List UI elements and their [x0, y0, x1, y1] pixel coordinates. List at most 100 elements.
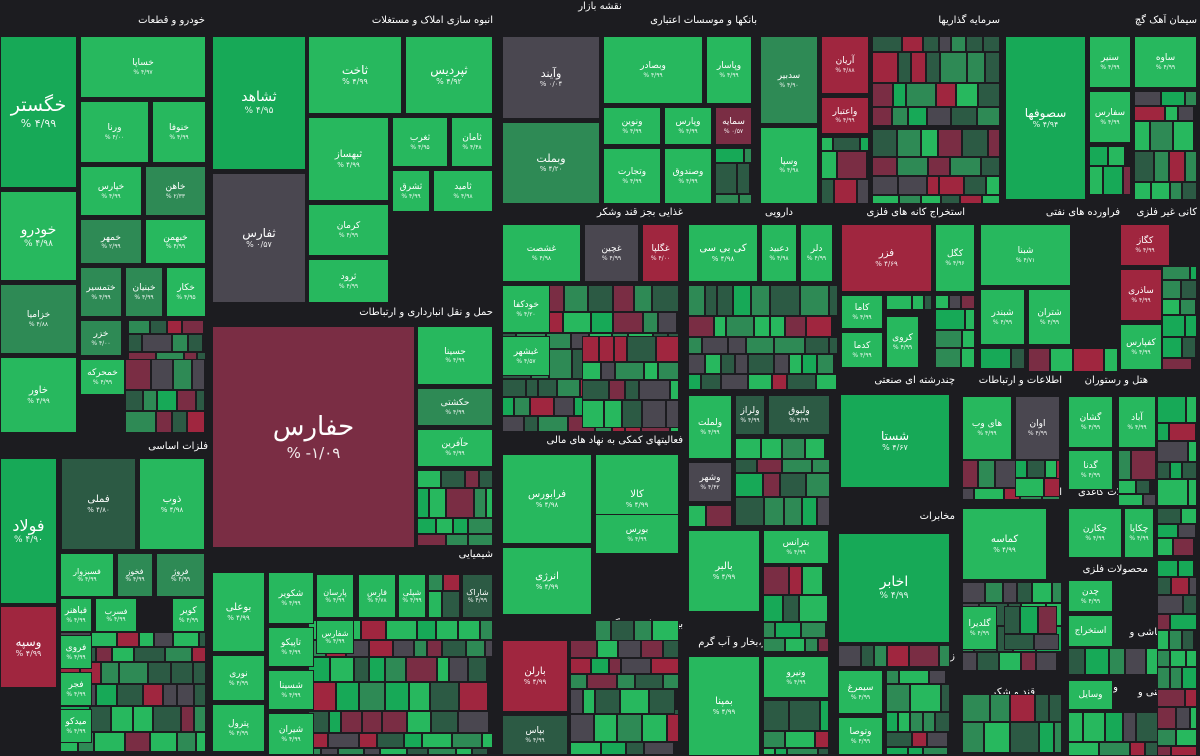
- minor-stock-tile[interactable]: [167, 320, 182, 334]
- minor-stock-tile[interactable]: [157, 390, 177, 411]
- minor-stock-tile[interactable]: [821, 179, 834, 204]
- minor-stock-tile[interactable]: [927, 176, 939, 195]
- minor-stock-tile[interactable]: [604, 400, 622, 428]
- minor-stock-tile[interactable]: [154, 632, 173, 647]
- stock-tile[interactable]: ورنا% ۴/۰۰: [80, 101, 149, 163]
- minor-stock-tile[interactable]: [735, 497, 764, 526]
- minor-stock-tile[interactable]: [886, 295, 912, 310]
- minor-stock-tile[interactable]: [644, 742, 674, 755]
- stock-tile[interactable]: سصوفها% ۴/۹۴: [1005, 36, 1086, 200]
- minor-stock-tile[interactable]: [380, 748, 407, 755]
- minor-stock-tile[interactable]: [436, 620, 458, 640]
- minor-stock-tile[interactable]: [775, 622, 801, 638]
- minor-stock-tile[interactable]: [192, 359, 205, 390]
- minor-stock-tile[interactable]: [874, 645, 887, 667]
- minor-stock-tile[interactable]: [735, 438, 761, 459]
- minor-stock-tile[interactable]: [458, 711, 489, 733]
- minor-stock-tile[interactable]: [177, 684, 194, 706]
- stock-tile[interactable]: شیران% ۴/۹۹: [268, 713, 314, 755]
- minor-stock-tile[interactable]: [482, 733, 493, 748]
- stock-tile[interactable]: ختمسیر% ۴/۹۹: [80, 267, 122, 317]
- minor-stock-tile[interactable]: [1182, 667, 1197, 689]
- minor-stock-tile[interactable]: [1104, 348, 1118, 372]
- minor-stock-tile[interactable]: [1157, 423, 1169, 441]
- minor-stock-tile[interactable]: [735, 459, 757, 473]
- stock-tile[interactable]: خپارس% ۴/۹۹: [80, 166, 142, 216]
- stock-tile[interactable]: فجر% ۴/۹۹: [60, 672, 92, 706]
- minor-stock-tile[interactable]: [385, 657, 406, 682]
- minor-stock-tile[interactable]: [785, 316, 806, 337]
- minor-stock-tile[interactable]: [982, 195, 1000, 204]
- stock-tile[interactable]: کاما% ۴/۹۹: [841, 295, 883, 329]
- stock-tile[interactable]: وتوصا% ۴/۹۹: [838, 717, 883, 755]
- stock-tile[interactable]: وسپه% ۴/۹۹: [0, 606, 57, 688]
- stock-tile[interactable]: فرابورس% ۴/۹۸: [502, 454, 592, 544]
- minor-stock-tile[interactable]: [502, 397, 514, 416]
- minor-stock-tile[interactable]: [609, 380, 625, 400]
- stock-tile[interactable]: کگل% ۴/۹۶: [935, 224, 975, 292]
- stock-tile[interactable]: فروی% ۴/۹۹: [60, 635, 92, 669]
- stock-tile[interactable]: بالبر% ۴/۹۹: [688, 530, 760, 612]
- minor-stock-tile[interactable]: [892, 107, 908, 126]
- minor-stock-tile[interactable]: [382, 711, 407, 733]
- stock-tile[interactable]: ثشرق% ۴/۹۹: [392, 170, 430, 212]
- minor-stock-tile[interactable]: [582, 362, 601, 380]
- minor-stock-tile[interactable]: [177, 390, 196, 411]
- minor-stock-tile[interactable]: [622, 400, 642, 428]
- stock-tile[interactable]: سیمرغ% ۴/۹۹: [838, 670, 883, 714]
- minor-stock-tile[interactable]: [1028, 348, 1050, 372]
- stock-tile[interactable]: فملی% ۴/۸۰: [61, 458, 136, 550]
- minor-stock-tile[interactable]: [526, 379, 538, 397]
- minor-stock-tile[interactable]: [192, 647, 206, 662]
- minor-stock-tile[interactable]: [591, 312, 613, 333]
- minor-stock-tile[interactable]: [966, 36, 983, 52]
- minor-stock-tile[interactable]: [582, 380, 609, 400]
- minor-stock-tile[interactable]: [923, 747, 948, 755]
- minor-stock-tile[interactable]: [634, 285, 652, 312]
- minor-stock-tile[interactable]: [821, 137, 833, 151]
- minor-stock-tile[interactable]: [429, 488, 446, 518]
- minor-stock-tile[interactable]: [806, 316, 832, 337]
- minor-stock-tile[interactable]: [960, 195, 982, 204]
- minor-stock-tile[interactable]: [449, 657, 468, 682]
- stock-tile[interactable]: کرمان% ۴/۹۹: [308, 204, 389, 256]
- minor-stock-tile[interactable]: [834, 179, 857, 204]
- stock-tile[interactable]: وبملت% ۴/۲۰: [502, 122, 600, 204]
- minor-stock-tile[interactable]: [1185, 689, 1197, 707]
- stock-tile[interactable]: شاراک% ۴/۹۹: [462, 574, 493, 618]
- minor-stock-tile[interactable]: [111, 706, 133, 732]
- minor-stock-tile[interactable]: [800, 285, 829, 316]
- stock-tile[interactable]: ونیرو% ۴/۹۹: [763, 656, 829, 698]
- minor-stock-tile[interactable]: [837, 151, 867, 179]
- stock-tile[interactable]: شکویر% ۴/۹۹: [268, 572, 314, 624]
- minor-stock-tile[interactable]: [1157, 746, 1171, 756]
- minor-stock-tile[interactable]: [96, 647, 112, 662]
- minor-stock-tile[interactable]: [1165, 106, 1178, 121]
- minor-stock-tile[interactable]: [1170, 650, 1186, 667]
- minor-stock-tile[interactable]: [990, 694, 1010, 722]
- minor-stock-tile[interactable]: [468, 657, 487, 682]
- minor-stock-tile[interactable]: [956, 83, 978, 107]
- minor-stock-tile[interactable]: [820, 700, 829, 731]
- minor-stock-tile[interactable]: [91, 632, 117, 647]
- stock-tile[interactable]: فباهنر% ۴/۹۹: [60, 598, 92, 632]
- minor-stock-tile[interactable]: [910, 712, 923, 732]
- stock-tile[interactable]: شبنا% ۴/۷۱: [980, 224, 1071, 286]
- minor-stock-tile[interactable]: [618, 640, 641, 658]
- minor-stock-tile[interactable]: [706, 505, 732, 527]
- stock-tile[interactable]: خبهمن% ۴/۹۹: [145, 219, 206, 264]
- stock-tile[interactable]: ولراز% ۴/۹۹: [735, 395, 765, 435]
- minor-stock-tile[interactable]: [414, 640, 427, 657]
- minor-stock-tile[interactable]: [1180, 299, 1196, 315]
- stock-tile[interactable]: چکارن% ۴/۹۹: [1068, 508, 1122, 558]
- minor-stock-tile[interactable]: [338, 748, 364, 755]
- minor-stock-tile[interactable]: [1073, 348, 1104, 372]
- minor-stock-tile[interactable]: [582, 336, 599, 362]
- minor-stock-tile[interactable]: [717, 285, 733, 316]
- minor-stock-tile[interactable]: [377, 733, 404, 748]
- minor-stock-tile[interactable]: [193, 662, 206, 684]
- minor-stock-tile[interactable]: [364, 748, 380, 755]
- stock-tile[interactable]: فزر% ۴/۶۹: [841, 224, 932, 292]
- minor-stock-tile[interactable]: [119, 662, 148, 684]
- minor-stock-tile[interactable]: [912, 732, 927, 747]
